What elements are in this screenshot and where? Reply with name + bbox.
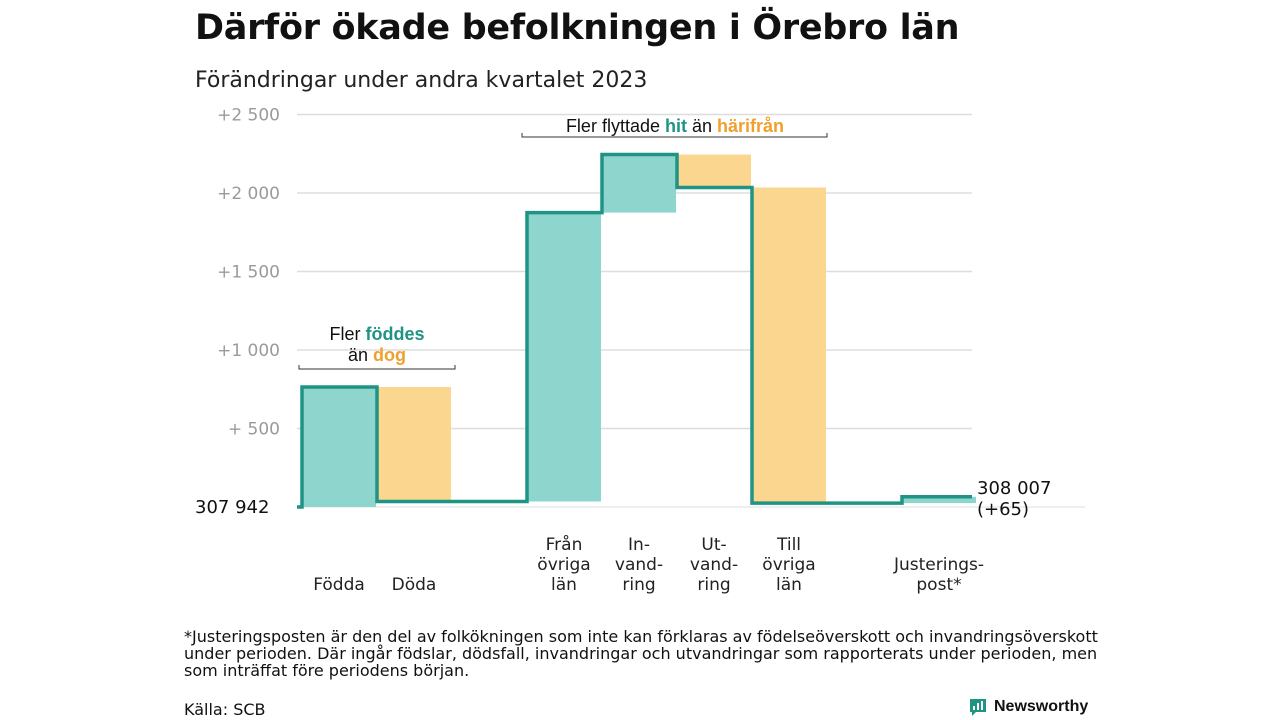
annotation-segment: dog xyxy=(373,345,406,365)
annotation-text: Fler föddes xyxy=(329,324,424,344)
footnote: *Justeringsposten är den del av folkökni… xyxy=(184,627,1098,680)
annotation-text: än dog xyxy=(348,345,406,365)
end-value-label: 308 007 xyxy=(977,478,1051,499)
chart-title: Därför ökade befolkningen i Örebro län xyxy=(195,8,960,48)
category-label: post* xyxy=(916,575,961,595)
waterfall-bar xyxy=(752,187,826,504)
annotation-segment: Fler flyttade xyxy=(566,116,665,136)
category-label: ring xyxy=(697,575,730,595)
source-label: Källa: SCB xyxy=(184,700,266,719)
y-tick-label: +1 000 xyxy=(217,341,280,361)
waterfall-bar xyxy=(377,387,451,502)
annotation-text: Fler flyttade hit än härifrån xyxy=(566,116,784,136)
annotation-segment: än xyxy=(687,116,717,136)
category-label: Döda xyxy=(392,575,437,595)
category-label: vand- xyxy=(690,555,738,575)
category-label: län xyxy=(551,575,577,595)
category-label: ring xyxy=(622,575,655,595)
category-label: Justerings- xyxy=(893,555,984,575)
waterfall-chart: + 500 +1 000 +1 500 +2 000 +2 500 307 942 308 … xyxy=(195,106,1085,595)
annotation-segment: Fler xyxy=(329,324,365,344)
start-value-label: 307 942 xyxy=(195,497,269,518)
annotation-segment: föddes xyxy=(365,324,424,344)
y-tick-label: +2 500 xyxy=(217,106,280,126)
cumulative-line xyxy=(297,152,972,509)
annotation-bracket xyxy=(298,365,456,370)
waterfall-bar xyxy=(302,387,376,507)
annotation-segment: än xyxy=(348,345,373,365)
annotation-segment: hit xyxy=(665,116,687,136)
brand-name: Newsworthy xyxy=(994,698,1089,715)
waterfall-bar xyxy=(527,212,601,502)
category-label: övriga xyxy=(762,555,815,575)
category-label: Till xyxy=(776,535,801,555)
end-value-label: (+65) xyxy=(977,499,1029,520)
y-tick-label: +2 000 xyxy=(217,184,280,204)
category-label: län xyxy=(776,575,802,595)
newsworthy-logo-icon xyxy=(970,699,986,716)
category-label: vand- xyxy=(615,555,663,575)
category-label: Födda xyxy=(313,575,365,595)
category-label: övriga xyxy=(537,555,590,575)
chart-subtitle: Förändringar under andra kvartalet 2023 xyxy=(195,68,648,93)
category-label: Ut- xyxy=(701,535,726,555)
waterfall-bar xyxy=(902,496,976,504)
waterfall-bar xyxy=(602,154,676,213)
y-tick-label: +1 500 xyxy=(217,263,280,283)
newsworthy-logo[interactable]: Newsworthy xyxy=(968,697,1088,717)
category-label: Från xyxy=(546,534,583,555)
y-tick-label: + 500 xyxy=(228,420,280,440)
annotation-segment: härifrån xyxy=(717,116,784,136)
category-label: In- xyxy=(628,535,650,555)
waterfall-bar xyxy=(677,154,751,188)
annotation-bracket xyxy=(521,133,828,138)
